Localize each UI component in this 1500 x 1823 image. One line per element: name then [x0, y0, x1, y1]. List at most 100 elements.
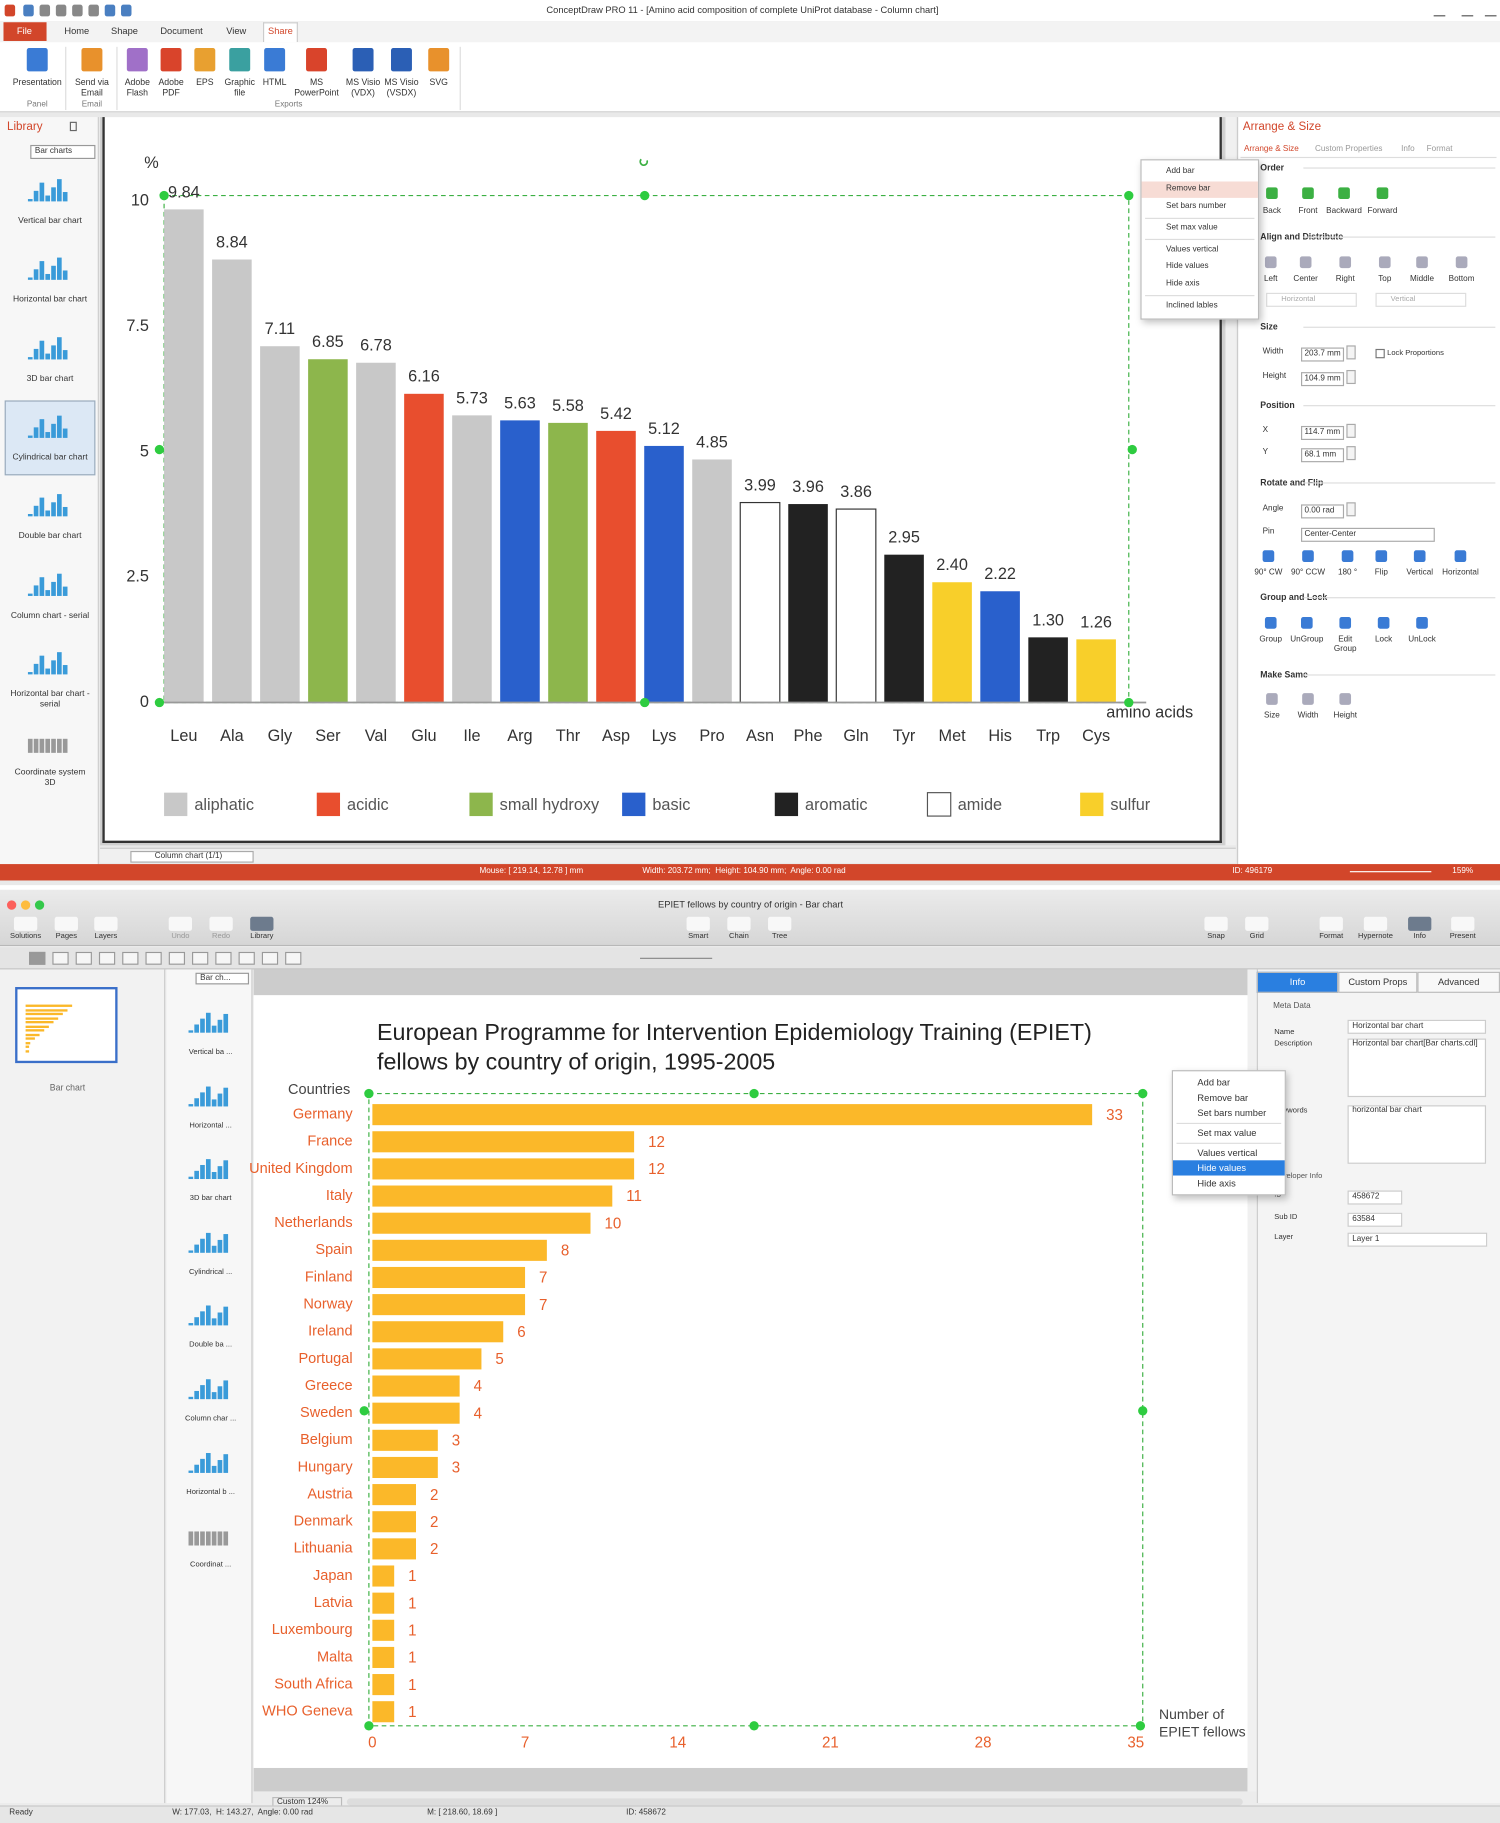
ribbon-tab[interactable]: Share	[268, 25, 293, 37]
window-control[interactable]	[1484, 5, 1497, 17]
panel-button[interactable]: Bottom	[1448, 274, 1475, 284]
library-item[interactable]: Horizontal bar chart - serial	[10, 687, 90, 709]
ribbon-button[interactable]: HTML	[262, 76, 287, 88]
panel-button[interactable]: Backward	[1326, 207, 1362, 216]
toolbar-button[interactable]: Info	[1413, 932, 1427, 941]
field-value[interactable]: 68.1 mm	[1301, 448, 1345, 463]
field-value[interactable]: 203.7 mm	[1301, 347, 1345, 363]
field-value[interactable]: 104.9 mm	[1301, 372, 1345, 387]
menu-item[interactable]: Values vertical	[1166, 245, 1219, 254]
ribbon-tab[interactable]: File	[16, 25, 32, 37]
panel-button[interactable]: 90° CCW	[1290, 568, 1326, 577]
panel-tab[interactable]: Custom Props	[1348, 976, 1408, 988]
page-name[interactable]: Bar chart	[49, 1082, 86, 1093]
library-selector[interactable]: Bar ch...	[195, 972, 250, 985]
menu-item[interactable]: Set bars number	[1166, 201, 1227, 210]
panel-button[interactable]: Back	[1262, 207, 1281, 216]
panel-button[interactable]: Center	[1293, 274, 1318, 284]
spin[interactable]	[1346, 446, 1356, 461]
panel-tab-bg[interactable]	[1338, 971, 1418, 993]
traffic-light[interactable]	[20, 900, 31, 910]
panel-button[interactable]: Edit Group	[1333, 635, 1357, 654]
ribbon-tab[interactable]: Document	[160, 25, 203, 37]
checkbox-label[interactable]: Lock Proportions	[1387, 349, 1444, 358]
panel-button[interactable]: Size	[1263, 711, 1280, 720]
panel-button[interactable]: Vertical	[1406, 568, 1434, 577]
library-item[interactable]: Horizontal b ...	[186, 1487, 236, 1496]
ribbon-button[interactable]: SVG	[429, 76, 448, 88]
library-item[interactable]: Cylindrical bar chart	[12, 451, 88, 462]
panel-button[interactable]: 180 °	[1337, 568, 1358, 577]
panel-button[interactable]: 90° CW	[1254, 568, 1283, 577]
menu-item[interactable]: Inclined lables	[1166, 301, 1218, 310]
ribbon-button[interactable]: MS Visio (VDX)	[345, 76, 381, 98]
tool[interactable]	[238, 951, 255, 965]
tool[interactable]	[52, 951, 69, 965]
window-control[interactable]	[1461, 5, 1474, 17]
panel-tab[interactable]: Advanced	[1437, 976, 1480, 988]
toolbar-button[interactable]: Library	[250, 932, 274, 941]
menu-item[interactable]: Hide axis	[1166, 279, 1200, 288]
panel-button[interactable]: Middle	[1410, 274, 1435, 284]
panel-button[interactable]: Top	[1378, 274, 1392, 284]
panel-button[interactable]: Flip	[1374, 568, 1388, 577]
library-item[interactable]: Horizontal ...	[189, 1121, 232, 1130]
tool[interactable]	[145, 951, 162, 965]
library-item[interactable]: Column chart - serial	[10, 608, 90, 620]
toolbar-button[interactable]: Chain	[729, 932, 749, 941]
window-control[interactable]	[1433, 5, 1446, 17]
ribbon-tab[interactable]: Home	[64, 25, 90, 37]
panel-button[interactable]: UnGroup	[1290, 635, 1324, 644]
toolbar-button[interactable]: Undo	[171, 932, 190, 941]
menu-item[interactable]: Add bar	[1197, 1076, 1231, 1088]
toolbar-button[interactable]: Layers	[94, 932, 118, 941]
toolbar-button[interactable]: Smart	[688, 932, 709, 941]
panel-button[interactable]: Lock	[1375, 635, 1393, 644]
toolbar-button[interactable]: Hypernote	[1358, 932, 1393, 941]
library-item[interactable]: Coordinat ...	[190, 1561, 232, 1570]
toolbar-button[interactable]: Format	[1319, 932, 1344, 941]
menu-item[interactable]: Values vertical	[1197, 1147, 1258, 1158]
library-item[interactable]: Double bar chart	[18, 530, 82, 541]
field-value[interactable]: 114.7 mm	[1301, 425, 1345, 441]
panel-button[interactable]: Right	[1335, 274, 1355, 284]
menu-item[interactable]: Set max value	[1197, 1127, 1257, 1138]
panel-button[interactable]: Front	[1298, 207, 1318, 216]
tool[interactable]	[122, 951, 139, 965]
file-tab-bg[interactable]	[3, 22, 47, 41]
field-value[interactable]: Horizontal bar chart	[1352, 1021, 1424, 1031]
panel-tab[interactable]: Info	[1401, 144, 1415, 154]
field-value[interactable]: 63584	[1347, 1212, 1403, 1228]
menu-item[interactable]: Remove bar	[1197, 1092, 1249, 1103]
spin[interactable]	[1346, 345, 1356, 360]
tool[interactable]	[261, 951, 279, 965]
toolbar-button[interactable]: Redo	[212, 932, 231, 941]
tool[interactable]	[168, 951, 186, 965]
menu-item[interactable]: Hide values	[1197, 1162, 1247, 1173]
page-tab[interactable]: Column chart (1/1)	[130, 850, 254, 864]
toolbar-button[interactable]: Grid	[1249, 932, 1264, 941]
toolbar-button[interactable]: Snap	[1207, 932, 1225, 941]
field-value[interactable]: 458672	[1347, 1190, 1403, 1206]
ribbon-button[interactable]: Presentation	[12, 76, 62, 88]
library-item[interactable]: Vertical ba ...	[188, 1048, 233, 1057]
panel-button[interactable]: Left	[1263, 274, 1278, 284]
ribbon-tab[interactable]: View	[226, 25, 247, 37]
panel-button[interactable]: Forward	[1367, 207, 1398, 216]
tool[interactable]	[75, 951, 92, 965]
library-item[interactable]: Double ba ...	[189, 1341, 233, 1350]
field-value[interactable]: horizontal bar chart	[1352, 1106, 1422, 1115]
library-item[interactable]: 3D bar chart	[26, 372, 74, 384]
checkbox[interactable]	[1375, 348, 1385, 359]
field-value[interactable]: Horizontal bar chart[Bar charts.cdl]	[1352, 1039, 1478, 1048]
panel-tab-bg[interactable]	[1417, 971, 1500, 993]
panel-button[interactable]: Group	[1259, 635, 1283, 644]
menu-item[interactable]: Set max value	[1166, 223, 1218, 232]
library-item[interactable]: Column char ...	[184, 1414, 237, 1423]
traffic-light[interactable]	[6, 900, 17, 910]
library-selector[interactable]: Bar charts	[30, 144, 96, 160]
toolbar-button[interactable]: Pages	[55, 932, 78, 941]
ribbon-button[interactable]: Adobe Flash	[124, 76, 150, 98]
ribbon-button[interactable]: EPS	[196, 76, 214, 88]
panel-button[interactable]: Horizontal	[1442, 568, 1479, 577]
